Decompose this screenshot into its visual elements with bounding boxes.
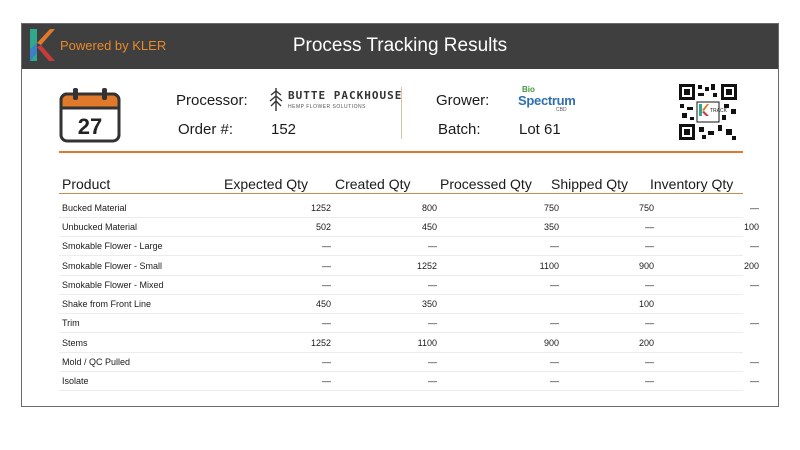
cell-inventory: — [750, 203, 759, 213]
qr-code-icon: TRACK [678, 83, 738, 141]
cell-created: 800 [421, 203, 437, 213]
cell-shipped: — [645, 357, 654, 367]
col-header-inventory: Inventory Qty [650, 176, 734, 192]
cell-product: Mold / QC Pulled [62, 357, 131, 367]
col-header-shipped: Shipped Qty [551, 176, 629, 192]
info-divider [401, 87, 402, 139]
batch-label: Batch: [438, 121, 481, 138]
cell-expected: — [322, 357, 331, 367]
table-row: Trim — — — — — [59, 315, 759, 333]
cell-processed: 750 [543, 203, 559, 213]
cell-expected: 502 [315, 222, 331, 232]
cell-inventory: — [750, 280, 759, 290]
calendar-icon: 27 [59, 88, 121, 143]
cell-expected: — [322, 241, 331, 251]
cell-product: Stems [62, 338, 88, 348]
cell-shipped: 900 [638, 261, 654, 271]
cell-created: 1100 [417, 338, 437, 348]
grower-logo-name: Spectrum [518, 93, 576, 108]
cell-created: 1252 [416, 261, 437, 271]
table-row: Mold / QC Pulled — — — — — [59, 354, 759, 372]
cell-shipped: — [645, 241, 654, 251]
cell-product: Smokable Flower - Small [62, 261, 163, 271]
cell-processed: 1100 [539, 261, 559, 271]
cell-product: Smokable Flower - Large [62, 241, 163, 251]
results-card: Powered by KLER Process Tracking Results… [21, 23, 779, 407]
table-row: Unbucked Material 502 450 350 — 100 [59, 219, 759, 237]
cell-created: — [428, 318, 437, 328]
table-row: Smokable Flower - Small — 1252 1100 900 200 [59, 258, 759, 276]
qr-track-label: TRACK [710, 108, 728, 114]
cell-product: Isolate [62, 376, 89, 386]
cell-product: Shake from Front Line [62, 299, 152, 309]
cell-processed: — [550, 280, 559, 290]
hemp-leaf-icon [269, 88, 283, 111]
order-label: Order #: [178, 121, 234, 138]
section-divider [59, 151, 743, 153]
processor-logo-name: BUTTE PACKHOUSE [288, 89, 403, 102]
processor-label: Processor: [176, 92, 248, 109]
grower-logo-sub: CBD [556, 107, 567, 113]
cell-shipped: — [645, 318, 654, 328]
table-row: Isolate — — — — — [59, 373, 759, 391]
cell-expected: — [322, 376, 331, 386]
cell-expected: — [322, 261, 331, 271]
order-value: 152 [271, 121, 297, 138]
cell-inventory: — [750, 241, 759, 251]
cell-processed: — [550, 241, 559, 251]
cell-processed: — [550, 376, 559, 386]
table-row: Shake from Front Line 450 350 100 [59, 296, 743, 314]
cell-expected: — [322, 318, 331, 328]
grower-label: Grower: [436, 92, 490, 109]
col-header-product: Product [62, 176, 111, 192]
cell-product: Trim [62, 318, 80, 328]
batch-value: Lot 61 [519, 121, 561, 138]
cell-shipped: — [645, 222, 654, 232]
col-header-processed: Processed Qty [440, 176, 532, 192]
cell-shipped: 750 [638, 203, 654, 213]
col-header-expected: Expected Qty [224, 176, 309, 192]
cell-inventory: — [750, 357, 759, 367]
table-row: Smokable Flower - Large — — — — — [59, 238, 759, 256]
cell-shipped: — [645, 280, 654, 290]
cell-created: — [428, 357, 437, 367]
cell-shipped: 200 [638, 338, 654, 348]
cell-inventory: — [750, 318, 759, 328]
table-row: Stems 1252 1100 900 200 [59, 335, 743, 353]
cell-inventory: — [750, 376, 759, 386]
cell-processed: — [550, 357, 559, 367]
table-row: Bucked Material 1252 800 750 750 — [59, 200, 759, 218]
header-bar: Powered by KLER Process Tracking Results [22, 24, 778, 69]
grower-logo: Bio Spectrum CBD [518, 85, 578, 115]
grower-logo-top: Bio [522, 85, 535, 94]
table-row: Smokable Flower - Mixed — — — — — [59, 277, 759, 295]
col-header-created: Created Qty [335, 176, 411, 192]
cell-processed: 900 [543, 338, 559, 348]
cell-created: 350 [421, 299, 437, 309]
cell-processed: — [550, 318, 559, 328]
cell-shipped: 100 [638, 299, 654, 309]
cell-product: Smokable Flower - Mixed [62, 280, 164, 290]
processor-logo-tagline: HEMP FLOWER SOLUTIONS [288, 104, 366, 110]
cell-shipped: — [645, 376, 654, 386]
powered-by-label: Powered by KLER [60, 38, 167, 53]
cell-created: 450 [421, 222, 437, 232]
cell-product: Unbucked Material [62, 222, 138, 232]
cell-created: — [428, 376, 437, 386]
cell-expected: — [322, 280, 331, 290]
cell-processed: 350 [543, 222, 559, 232]
cell-expected: 450 [315, 299, 331, 309]
cell-created: — [428, 280, 437, 290]
kler-logo-icon [30, 29, 55, 61]
cell-product: Bucked Material [62, 203, 127, 213]
cell-created: — [428, 241, 437, 251]
cell-inventory: 200 [743, 261, 759, 271]
cell-expected: 1252 [310, 203, 331, 213]
header-underline [59, 193, 743, 194]
calendar-day: 27 [78, 114, 102, 139]
page-title: Process Tracking Results [292, 35, 508, 56]
cell-expected: 1252 [310, 338, 331, 348]
cell-inventory: 100 [743, 222, 759, 232]
